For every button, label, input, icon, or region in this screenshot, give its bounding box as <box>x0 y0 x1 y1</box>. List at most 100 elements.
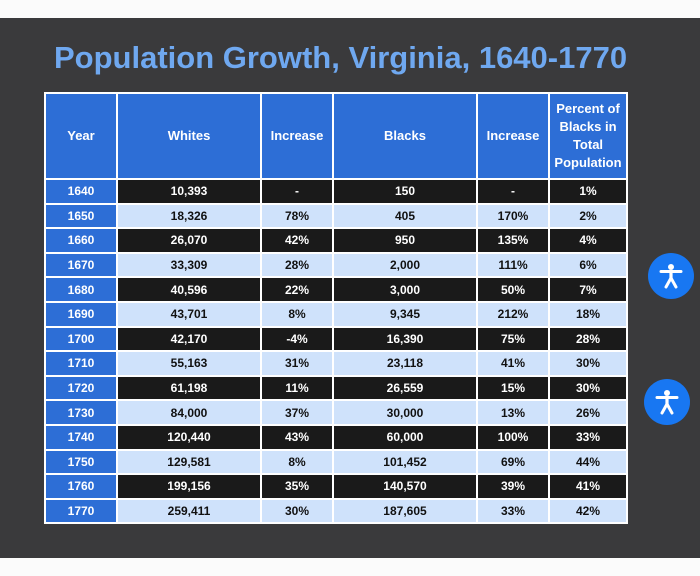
cell-blacks-increase: 15% <box>476 374 550 402</box>
cell-year: 1760 <box>44 473 118 500</box>
cell-blacks-increase: 39% <box>476 473 550 500</box>
cell-year: 1650 <box>44 202 118 230</box>
cell-whites-increase: 11% <box>260 374 334 402</box>
header-blacks: Blacks <box>332 92 478 180</box>
cell-blacks-increase: 69% <box>476 448 550 476</box>
accessibility-button[interactable] <box>644 379 690 425</box>
cell-whites-increase: 37% <box>260 399 334 426</box>
table-header-row: Year Whites Increase Blacks Increase Per… <box>44 92 628 180</box>
cell-blacks: 3,000 <box>332 276 478 303</box>
cell-blacks-increase: 50% <box>476 276 550 303</box>
cell-whites: 120,440 <box>116 423 262 451</box>
cell-percent-blacks: 4% <box>548 227 628 254</box>
cell-whites: 55,163 <box>116 350 262 377</box>
slide-title: Population Growth, Virginia, 1640-1770 <box>54 40 628 75</box>
cell-blacks: 187,605 <box>332 497 478 525</box>
cell-blacks: 16,390 <box>332 325 478 353</box>
cell-whites: 42,170 <box>116 325 262 353</box>
cell-year: 1710 <box>44 350 118 377</box>
cell-blacks: 150 <box>332 178 478 205</box>
cell-percent-blacks: 41% <box>548 473 628 500</box>
cell-whites: 18,326 <box>116 202 262 230</box>
cell-blacks: 140,570 <box>332 473 478 500</box>
cell-blacks: 60,000 <box>332 423 478 451</box>
cell-blacks-increase: 111% <box>476 251 550 279</box>
cell-whites: 33,309 <box>116 251 262 279</box>
accessibility-icon <box>655 390 679 415</box>
cell-year: 1700 <box>44 325 118 353</box>
bottom-margin <box>0 558 700 576</box>
cell-blacks-increase: 75% <box>476 325 550 353</box>
cell-blacks: 2,000 <box>332 251 478 279</box>
cell-blacks-increase: 33% <box>476 497 550 525</box>
cell-blacks: 101,452 <box>332 448 478 476</box>
cell-year: 1690 <box>44 300 118 328</box>
cell-whites: 129,581 <box>116 448 262 476</box>
cell-blacks-increase: 170% <box>476 202 550 230</box>
cell-whites-increase: 22% <box>260 276 334 303</box>
cell-year: 1660 <box>44 227 118 254</box>
table-row: 1750 129,581 8% 101,452 69% 44% <box>44 448 628 476</box>
cell-blacks: 405 <box>332 202 478 230</box>
cell-whites: 10,393 <box>116 178 262 205</box>
table-row: 1760 199,156 35% 140,570 39% 41% <box>44 473 628 500</box>
cell-whites-increase: - <box>260 178 334 205</box>
cell-whites: 26,070 <box>116 227 262 254</box>
cell-whites: 40,596 <box>116 276 262 303</box>
accessibility-button[interactable] <box>648 253 694 299</box>
cell-whites: 84,000 <box>116 399 262 426</box>
cell-whites: 61,198 <box>116 374 262 402</box>
cell-percent-blacks: 30% <box>548 350 628 377</box>
table-row: 1730 84,000 37% 30,000 13% 26% <box>44 399 628 426</box>
cell-percent-blacks: 30% <box>548 374 628 402</box>
cell-blacks-increase: 13% <box>476 399 550 426</box>
cell-whites-increase: 31% <box>260 350 334 377</box>
cell-blacks-increase: 100% <box>476 423 550 451</box>
table-row: 1640 10,393-150-1% <box>44 178 628 205</box>
cell-year: 1770 <box>44 497 118 525</box>
table-row: 1770 259,411 30% 187,605 33% 42% <box>44 497 628 525</box>
cell-blacks-increase: 135% <box>476 227 550 254</box>
cell-percent-blacks: 28% <box>548 325 628 353</box>
table-row: 1710 55,163 31% 23,118 41% 30% <box>44 350 628 377</box>
cell-year: 1670 <box>44 251 118 279</box>
cell-whites-increase: 78% <box>260 202 334 230</box>
cell-whites-increase: 28% <box>260 251 334 279</box>
cell-percent-blacks: 26% <box>548 399 628 426</box>
cell-whites-increase: 30% <box>260 497 334 525</box>
cell-year: 1730 <box>44 399 118 426</box>
cell-percent-blacks: 44% <box>548 448 628 476</box>
table-body: 1640 10,393-150-1% 1650 18,326 78% 405 170% 2% 1… <box>44 178 628 525</box>
table-row: 1680 40,596 22% 3,000 50% 7% <box>44 276 628 303</box>
cell-percent-blacks: 2% <box>548 202 628 230</box>
accessibility-icon <box>659 264 683 289</box>
cell-blacks: 23,118 <box>332 350 478 377</box>
table-row: 1660 26,070 42% 950 135% 4% <box>44 227 628 254</box>
cell-blacks: 26,559 <box>332 374 478 402</box>
cell-blacks: 30,000 <box>332 399 478 426</box>
cell-percent-blacks: 1% <box>548 178 628 205</box>
table-row: 1650 18,326 78% 405 170% 2% <box>44 202 628 230</box>
cell-whites-increase: 8% <box>260 300 334 328</box>
table-row: 1670 33,309 28% 2,000 111% 6% <box>44 251 628 279</box>
cell-blacks: 9,345 <box>332 300 478 328</box>
cell-blacks-increase: 41% <box>476 350 550 377</box>
cell-whites-increase: 35% <box>260 473 334 500</box>
table-row: 1700 42,170 -4% 16,390 75% 28% <box>44 325 628 353</box>
cell-whites-increase: 43% <box>260 423 334 451</box>
table-row: 1690 43,701 8% 9,345 212% 18% <box>44 300 628 328</box>
cell-percent-blacks: 6% <box>548 251 628 279</box>
cell-blacks: 950 <box>332 227 478 254</box>
cell-percent-blacks: 18% <box>548 300 628 328</box>
cell-year: 1740 <box>44 423 118 451</box>
cell-whites-increase: 42% <box>260 227 334 254</box>
table-row: 1740 120,440 43% 60,000 100% 33% <box>44 423 628 451</box>
table-row: 1720 61,198 11% 26,559 15% 30% <box>44 374 628 402</box>
cell-percent-blacks: 42% <box>548 497 628 525</box>
cell-whites: 259,411 <box>116 497 262 525</box>
header-percent-blacks: Percent of Blacks in Total Population <box>548 92 628 180</box>
header-whites: Whites <box>116 92 262 180</box>
population-table: Year Whites Increase Blacks Increase Per… <box>44 92 628 525</box>
cell-year: 1680 <box>44 276 118 303</box>
